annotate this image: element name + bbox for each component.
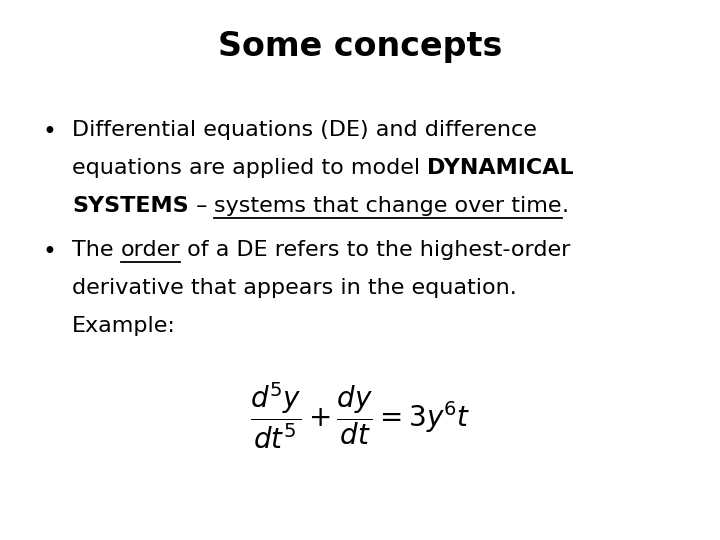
Text: Example:: Example: [72, 316, 176, 336]
Text: $\dfrac{d^5 y}{dt^5} + \dfrac{dy}{dt} = 3y^6 t$: $\dfrac{d^5 y}{dt^5} + \dfrac{dy}{dt} = … [250, 381, 470, 451]
Text: order: order [121, 240, 180, 260]
Text: .: . [562, 196, 569, 216]
Text: –: – [189, 196, 214, 216]
Text: systems that change over time: systems that change over time [214, 196, 562, 216]
Text: •: • [42, 120, 56, 144]
Text: of a DE refers to the highest-order: of a DE refers to the highest-order [180, 240, 570, 260]
Text: The: The [72, 240, 121, 260]
Text: Differential equations (DE) and difference: Differential equations (DE) and differen… [72, 120, 537, 140]
Text: DYNAMICAL: DYNAMICAL [427, 158, 574, 178]
Text: SYSTEMS: SYSTEMS [72, 196, 189, 216]
Text: derivative that appears in the equation.: derivative that appears in the equation. [72, 278, 517, 298]
Text: •: • [42, 240, 56, 264]
Text: equations are applied to model: equations are applied to model [72, 158, 427, 178]
Text: Some concepts: Some concepts [218, 30, 502, 63]
